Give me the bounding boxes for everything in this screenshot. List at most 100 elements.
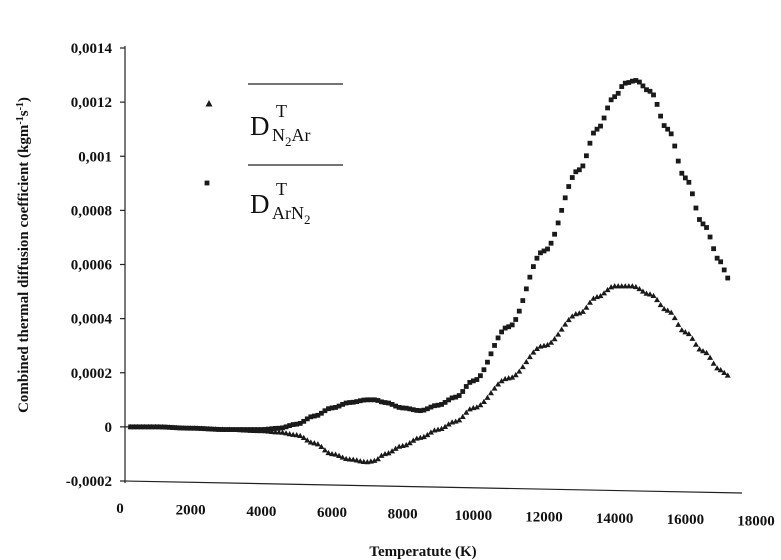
y-axis-title-exp1: -1 [15, 116, 26, 124]
data-point [198, 426, 204, 431]
data-point [386, 400, 391, 406]
data-point [442, 423, 449, 429]
data-point [403, 405, 409, 411]
data-point [353, 457, 360, 463]
data-point [432, 403, 437, 409]
data-point [160, 424, 165, 430]
y-tick-label: -0,0002 [66, 474, 112, 490]
legend-item-2: D T ArN2 [204, 164, 343, 227]
data-point [375, 398, 381, 403]
data-point [583, 304, 590, 310]
data-point [665, 126, 671, 132]
data-point [697, 217, 702, 222]
legend-label: D [250, 111, 270, 141]
data-point [725, 275, 731, 281]
data-point [382, 400, 388, 405]
data-point [651, 92, 656, 98]
data-point [551, 335, 558, 342]
data-point [372, 397, 377, 403]
data-point [213, 426, 218, 432]
data-point [184, 425, 190, 431]
data-point [202, 426, 208, 432]
x-tick-label: 8000 [388, 507, 418, 523]
data-point [707, 354, 714, 360]
data-point [682, 329, 689, 335]
data-point [149, 424, 155, 430]
data-point [512, 372, 519, 378]
data-point [276, 425, 282, 431]
data-point [188, 425, 194, 431]
data-point [128, 424, 133, 430]
data-point [234, 427, 239, 432]
data-point [605, 105, 610, 111]
series-2-markers [128, 78, 731, 432]
data-point [347, 400, 353, 405]
data-point [636, 285, 643, 292]
data-point [392, 445, 399, 451]
data-point [205, 426, 211, 432]
data-point [131, 424, 137, 430]
x-tick-label: 10000 [455, 508, 493, 524]
data-point [685, 330, 692, 337]
data-point [629, 78, 635, 84]
data-point [587, 140, 593, 146]
data-point [552, 231, 557, 237]
data-point [354, 399, 360, 404]
data-point [541, 248, 547, 254]
data-point [689, 335, 696, 341]
legend-subscript: N2Ar [272, 125, 311, 149]
x-axis-line [124, 480, 743, 494]
data-point [396, 405, 402, 410]
data-point [647, 291, 653, 297]
data-point [484, 394, 491, 400]
data-point [498, 378, 505, 384]
data-point [223, 427, 229, 432]
data-point [626, 80, 632, 85]
data-point [410, 407, 416, 413]
data-point [294, 421, 300, 427]
y-axis-title-close: ) [16, 97, 32, 102]
data-point [530, 349, 537, 355]
legend-marker-triangle [205, 100, 213, 107]
data-point [297, 420, 303, 426]
data-point [555, 220, 561, 226]
data-point [191, 425, 197, 431]
data-point [332, 451, 339, 457]
data-point [266, 426, 271, 432]
data-point [460, 389, 466, 394]
data-point [311, 413, 317, 419]
data-point [262, 427, 268, 432]
data-point [513, 317, 519, 322]
data-point [453, 394, 459, 400]
data-point [336, 403, 342, 409]
data-point [478, 373, 483, 379]
data-point [307, 439, 314, 445]
data-point [538, 250, 543, 256]
y-tick-label: 0,0004 [71, 312, 113, 328]
data-point [555, 331, 562, 337]
data-point [343, 455, 350, 462]
x-tick-label: 14000 [596, 511, 634, 527]
data-point [523, 358, 530, 365]
data-point [721, 369, 728, 375]
data-point [598, 123, 603, 129]
legend-label: D [250, 189, 270, 219]
data-point [724, 372, 731, 378]
data-point [495, 381, 502, 387]
data-point [473, 404, 480, 410]
data-point [145, 424, 151, 430]
x-tick-label: 12000 [525, 509, 563, 525]
data-point [406, 440, 413, 446]
data-point [622, 80, 628, 86]
data-point [485, 359, 490, 365]
data-point [241, 427, 247, 432]
y-axis-title-mid: s [16, 110, 32, 116]
data-point [255, 427, 261, 432]
data-point [480, 398, 487, 404]
data-point [170, 425, 176, 430]
data-point [601, 115, 607, 121]
data-point [421, 407, 427, 413]
data-point [439, 402, 444, 407]
data-point [152, 424, 158, 430]
